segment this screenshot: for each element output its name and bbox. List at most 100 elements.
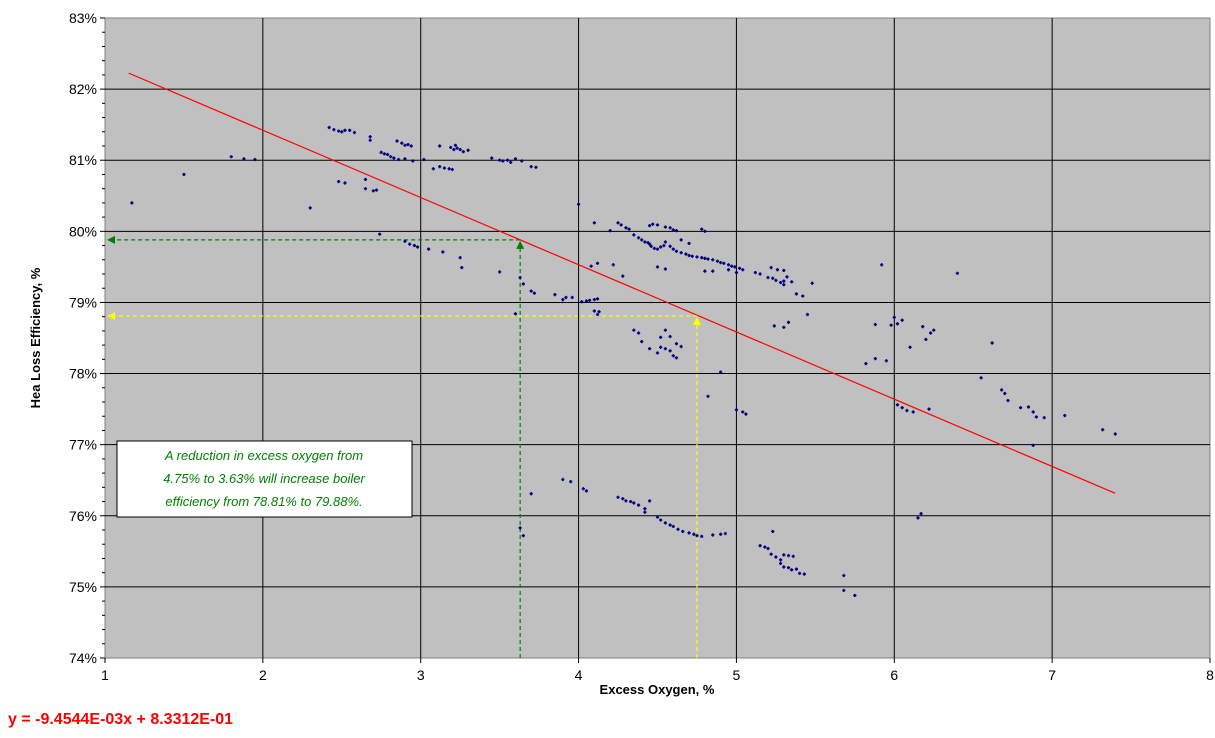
data-point xyxy=(352,130,357,135)
data-point xyxy=(534,165,538,169)
data-point xyxy=(758,272,762,276)
guide-arrowhead-left-2 xyxy=(107,311,115,320)
data-point xyxy=(734,270,739,275)
x-tick-label: 3 xyxy=(417,667,425,683)
data-point xyxy=(332,128,336,132)
y-tick-label: 74% xyxy=(69,650,97,666)
data-point xyxy=(403,143,407,147)
data-point xyxy=(864,362,868,366)
data-point xyxy=(679,238,683,242)
trendline-group xyxy=(128,72,1116,494)
data-point xyxy=(453,143,458,147)
data-point xyxy=(674,342,679,346)
data-points xyxy=(130,125,1117,598)
data-point xyxy=(932,328,936,332)
data-point xyxy=(1034,415,1038,419)
data-point xyxy=(774,555,778,559)
data-point xyxy=(553,293,557,297)
data-point xyxy=(521,282,525,286)
data-point xyxy=(643,240,647,244)
data-point xyxy=(564,295,568,300)
trendline-equation: y = -9.4544E-03x + 8.3312E-01 xyxy=(8,711,233,728)
data-point xyxy=(640,339,644,344)
data-point xyxy=(659,345,663,349)
data-point xyxy=(513,157,518,161)
data-point xyxy=(908,345,912,349)
data-point xyxy=(719,370,723,374)
data-point xyxy=(786,554,791,558)
data-point xyxy=(772,324,776,328)
data-point xyxy=(619,223,623,227)
data-point xyxy=(415,245,420,249)
data-point xyxy=(561,477,565,482)
data-point xyxy=(892,315,896,319)
data-point xyxy=(460,266,464,270)
y-tick-label: 80% xyxy=(69,223,97,239)
data-point xyxy=(611,263,615,267)
data-point xyxy=(711,269,715,273)
data-point xyxy=(337,129,341,133)
data-point xyxy=(431,167,435,171)
data-point xyxy=(452,147,456,152)
data-point xyxy=(363,187,368,191)
data-point xyxy=(643,507,647,511)
y-tick-label: 83% xyxy=(69,10,97,26)
x-axis-title: Excess Oxygen, % xyxy=(600,682,715,697)
data-point xyxy=(595,261,600,265)
data-point xyxy=(873,357,877,361)
data-point xyxy=(741,410,745,414)
data-point xyxy=(400,141,404,145)
data-point xyxy=(595,297,600,301)
data-point xyxy=(715,259,720,263)
data-point xyxy=(663,240,667,244)
data-point xyxy=(348,128,352,132)
data-point xyxy=(382,152,387,156)
data-point xyxy=(786,566,791,570)
data-point xyxy=(734,408,739,412)
data-point xyxy=(1031,410,1035,414)
data-point xyxy=(624,499,628,503)
data-point xyxy=(674,249,679,253)
y-axis-title: Hea Loss Efficiency, % xyxy=(28,267,43,408)
data-point xyxy=(570,295,574,300)
data-point xyxy=(766,546,770,551)
data-point xyxy=(441,250,445,254)
data-point xyxy=(640,238,644,242)
data-point xyxy=(801,294,805,298)
trendline xyxy=(128,72,1116,494)
data-point xyxy=(442,166,446,170)
data-point xyxy=(498,158,502,162)
data-point xyxy=(722,261,726,265)
data-point xyxy=(343,181,347,185)
data-point xyxy=(842,588,846,593)
data-point xyxy=(921,325,925,329)
data-point xyxy=(895,322,900,326)
guide-arrowhead-up-2 xyxy=(692,316,701,325)
data-point xyxy=(802,572,806,576)
data-point xyxy=(458,256,462,260)
data-point xyxy=(379,150,383,154)
data-point xyxy=(411,159,415,163)
data-point xyxy=(532,291,536,295)
data-point xyxy=(509,160,513,164)
data-point xyxy=(648,242,652,246)
data-point xyxy=(648,224,652,228)
x-axis-ticks: 1 2 3 4 5 6 7 8 xyxy=(101,658,1214,683)
x-tick-label: 2 xyxy=(259,667,267,683)
data-point xyxy=(663,521,667,525)
data-point xyxy=(584,299,589,303)
data-point xyxy=(687,531,691,535)
data-point xyxy=(368,135,372,139)
data-point xyxy=(1063,413,1067,418)
data-point xyxy=(529,289,533,293)
data-point xyxy=(916,516,920,520)
data-point xyxy=(706,257,710,261)
data-point xyxy=(766,275,770,280)
data-point xyxy=(771,276,775,280)
data-point xyxy=(130,201,134,205)
data-point xyxy=(769,552,773,556)
data-point xyxy=(648,347,652,351)
data-point xyxy=(529,165,533,169)
data-point xyxy=(242,157,246,161)
data-point xyxy=(990,341,994,345)
